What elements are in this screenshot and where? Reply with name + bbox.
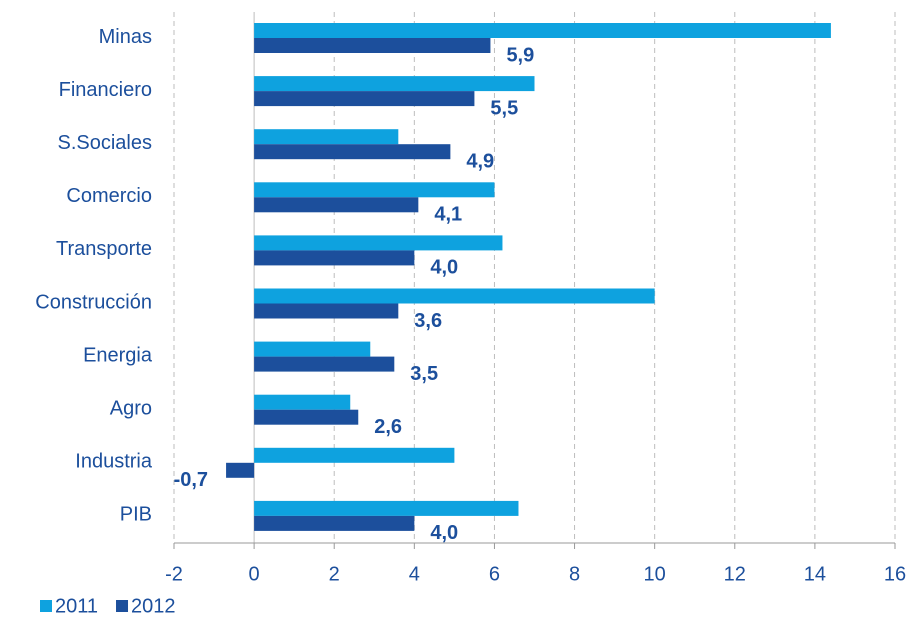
x-tick-label: 4 — [409, 563, 420, 585]
bar — [254, 303, 399, 319]
bar — [254, 91, 475, 107]
x-tick-label: 2 — [329, 563, 340, 585]
y-tick-label: Construcción — [35, 291, 152, 313]
value-label: -0,7 — [174, 469, 208, 491]
y-tick-label: PIB — [120, 504, 152, 526]
legend-swatch — [116, 600, 129, 612]
x-tick-label: 8 — [569, 563, 580, 585]
bar — [254, 129, 399, 145]
bar — [254, 341, 371, 357]
bar — [254, 394, 351, 410]
value-label: 3,5 — [410, 363, 438, 385]
bar — [254, 515, 415, 531]
bar — [254, 356, 395, 372]
legend-label: 2012 — [131, 595, 176, 617]
x-tick-label: 12 — [724, 563, 746, 585]
bar — [254, 23, 831, 38]
bar — [254, 288, 655, 304]
value-label: 2,6 — [374, 416, 402, 438]
bar — [254, 182, 495, 198]
value-label: 5,9 — [506, 44, 534, 66]
bar — [226, 462, 255, 478]
value-label: 4,0 — [430, 522, 458, 544]
bar — [254, 447, 455, 463]
x-tick-label: -2 — [165, 563, 183, 585]
x-tick-label: 16 — [884, 563, 906, 585]
x-tick-label: 0 — [249, 563, 260, 585]
legend-swatch — [40, 600, 52, 612]
bar — [254, 250, 415, 266]
bar — [254, 235, 503, 251]
x-tick-label: 14 — [804, 563, 826, 585]
x-tick-label: 6 — [489, 563, 500, 585]
y-tick-label: Transporte — [56, 238, 152, 260]
y-tick-label: Minas — [99, 26, 152, 48]
value-label: 4,1 — [434, 204, 462, 226]
y-tick-label: Agro — [110, 398, 152, 420]
bar — [254, 144, 451, 160]
y-tick-label: S.Sociales — [58, 132, 153, 154]
value-label: 5,5 — [490, 97, 518, 119]
bar — [254, 76, 535, 92]
bar — [254, 197, 419, 213]
x-tick-label: 10 — [644, 563, 666, 585]
value-label: 4,9 — [466, 150, 494, 172]
y-tick-label: Comercio — [66, 185, 152, 207]
value-label: 3,6 — [414, 310, 442, 332]
y-tick-label: Industria — [75, 451, 153, 473]
value-label: 4,0 — [430, 257, 458, 279]
y-tick-label: Financiero — [59, 79, 152, 101]
legend-label: 2011 — [55, 595, 98, 617]
bar — [254, 500, 519, 516]
y-tick-label: Energia — [83, 344, 153, 366]
bar — [254, 409, 359, 425]
bar — [254, 38, 491, 53]
